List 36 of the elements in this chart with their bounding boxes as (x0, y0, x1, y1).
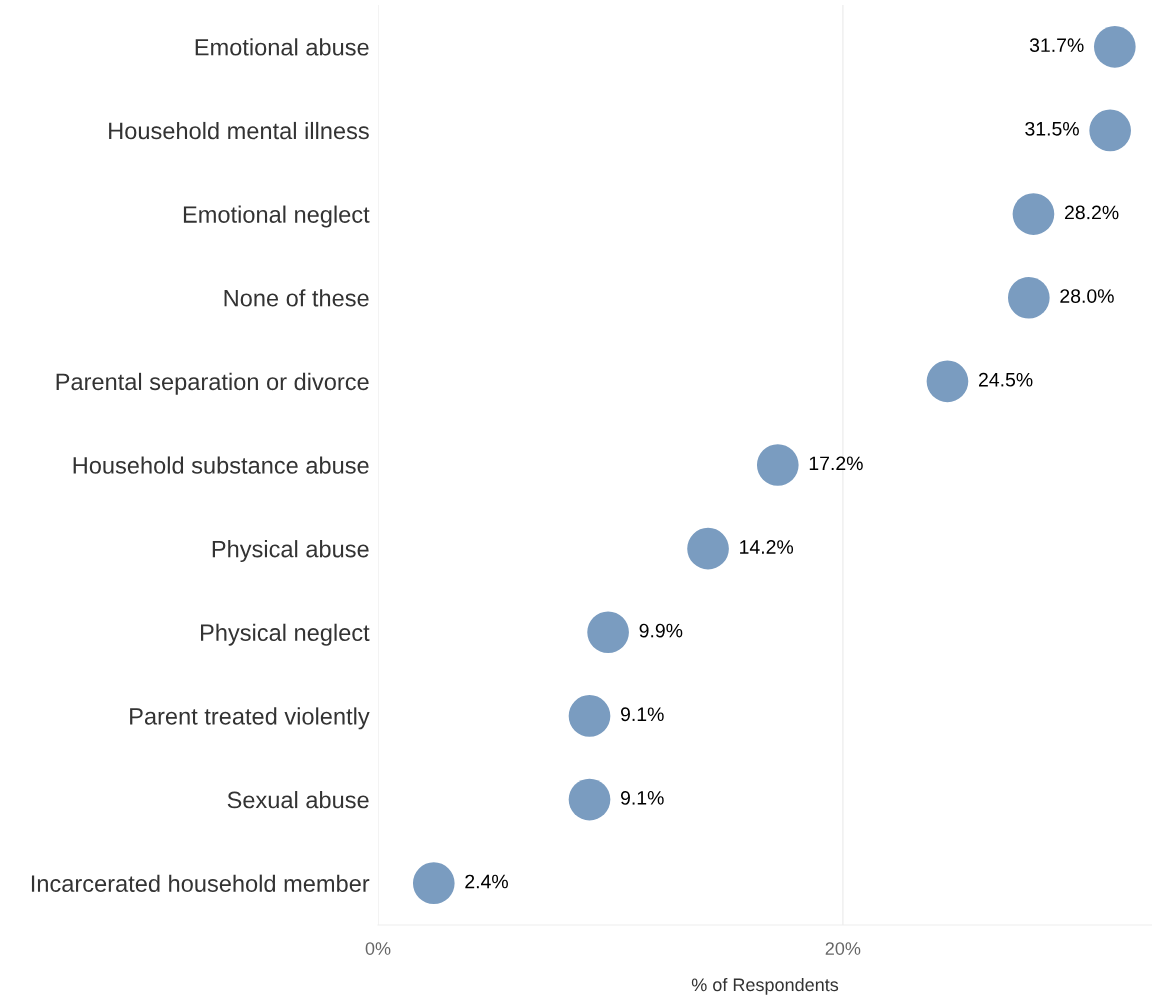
data-label: 17.2% (809, 456, 863, 471)
data-label: 31.7% (1029, 38, 1084, 53)
y-tick-label: None of these (224, 289, 369, 307)
point (587, 611, 629, 654)
data-label: 9.1% (620, 707, 664, 722)
data-label: 31.5% (1025, 121, 1079, 136)
y-tick-label: Emotional abuse (195, 38, 369, 56)
data-label: 14.2% (740, 540, 794, 554)
point (412, 862, 455, 905)
y-tick-label: Physical neglect (200, 623, 370, 646)
data-label: 24.5% (978, 372, 1033, 387)
point (687, 527, 729, 570)
y-tick-label: Emotional neglect (183, 205, 370, 228)
y-tick-label: Parental separation or divorce (56, 372, 369, 395)
point (1012, 193, 1055, 235)
x-tick-label: 20% (825, 942, 861, 955)
data-label: 28.2% (1064, 205, 1119, 220)
data-label: 9.1% (620, 791, 664, 805)
y-tick-label: Sexual abuse (227, 790, 369, 809)
point (1089, 109, 1131, 152)
data-label: 9.9% (639, 623, 683, 638)
x-axis-title: % of Respondents (691, 977, 839, 995)
point (756, 444, 799, 486)
data-label: 2.4% (465, 874, 508, 889)
y-tick-label: Household substance abuse (73, 456, 369, 474)
data-label: 28.0% (1060, 289, 1114, 303)
y-tick-label: Household mental illness (109, 121, 369, 140)
point (926, 360, 969, 403)
point (568, 695, 611, 737)
point (568, 778, 611, 821)
y-tick-label: Parent treated violently (130, 707, 370, 730)
x-tick-label: 0% (365, 942, 391, 955)
y-tick-label: Incarcerated household member (31, 874, 370, 892)
y-tick-label: Physical abuse (212, 540, 369, 563)
point (1093, 25, 1136, 68)
point (1007, 276, 1050, 319)
